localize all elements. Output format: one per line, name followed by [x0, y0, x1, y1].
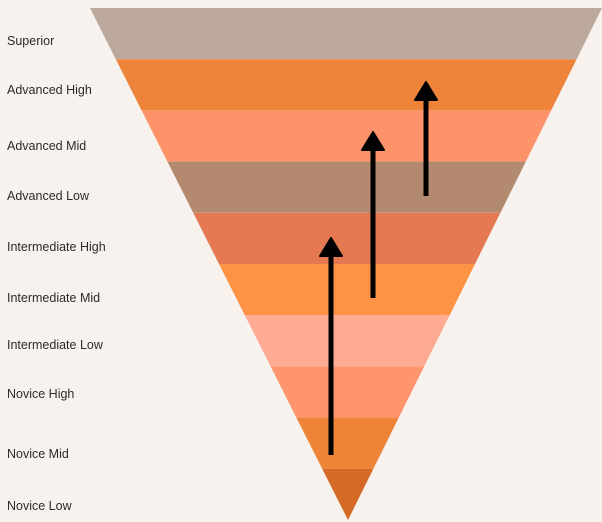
level-label-intermediate-high: Intermediate High	[7, 240, 106, 254]
level-label-advanced-high: Advanced High	[7, 83, 92, 97]
level-label-novice-low: Novice Low	[7, 499, 72, 513]
level-label-advanced-mid: Advanced Mid	[7, 139, 87, 153]
band-superior	[90, 8, 602, 60]
arrow-head	[361, 131, 385, 151]
band-novice-mid	[296, 417, 399, 469]
level-label-intermediate-mid: Intermediate Mid	[7, 291, 101, 305]
level-label-advanced-low: Advanced Low	[7, 189, 90, 203]
arrow-head	[319, 237, 343, 257]
progress-arrow-1	[319, 237, 343, 455]
band-advanced-low	[167, 161, 526, 213]
band-novice-low	[322, 468, 374, 520]
band-novice-high	[270, 366, 425, 418]
band-intermediate-low	[244, 315, 450, 367]
progress-arrow-3	[414, 81, 438, 196]
arrow-head	[414, 81, 438, 101]
band-advanced-mid	[141, 110, 552, 162]
progress-arrow-2	[361, 131, 385, 298]
level-label-novice-mid: Novice Mid	[7, 447, 69, 461]
level-label-novice-high: Novice High	[7, 387, 75, 401]
level-label-intermediate-low: Intermediate Low	[7, 338, 103, 352]
band-intermediate-mid	[219, 264, 475, 316]
band-advanced-high	[115, 59, 577, 111]
level-label-superior: Superior	[7, 34, 55, 48]
band-intermediate-high	[193, 212, 501, 264]
